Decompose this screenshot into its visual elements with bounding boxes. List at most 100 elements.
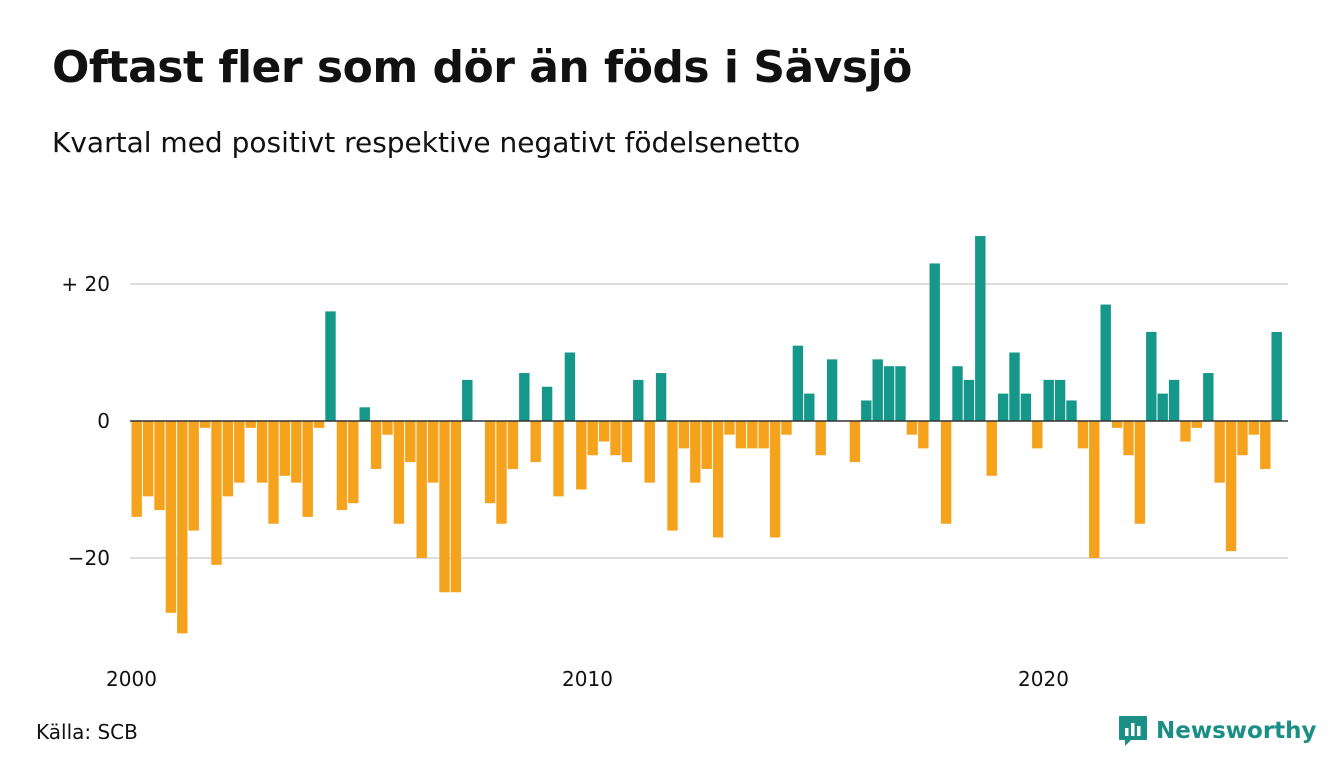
bar xyxy=(188,421,199,531)
chart-subtitle: Kvartal med positivt respektive negativt… xyxy=(52,126,801,159)
bar xyxy=(541,386,553,421)
source-note: Källa: SCB xyxy=(36,720,138,744)
bar xyxy=(872,359,883,421)
bar xyxy=(439,421,450,593)
bar xyxy=(1009,352,1020,421)
bar xyxy=(359,407,370,421)
bar xyxy=(1237,421,1248,456)
bar xyxy=(621,421,633,463)
bar xyxy=(1157,393,1168,421)
bar xyxy=(883,366,895,421)
bar xyxy=(724,421,735,435)
bar xyxy=(256,421,268,483)
bar xyxy=(804,393,815,421)
bar xyxy=(1225,421,1237,552)
bar xyxy=(393,421,405,524)
y-tick-label: + 20 xyxy=(61,272,110,296)
bar xyxy=(997,393,1009,421)
bar xyxy=(325,311,336,421)
bar xyxy=(655,373,667,421)
bar xyxy=(712,421,724,538)
bars xyxy=(131,236,1282,634)
bar xyxy=(279,421,291,476)
bar xyxy=(405,421,416,463)
bar xyxy=(199,421,211,428)
bar xyxy=(667,421,678,531)
bar xyxy=(587,421,598,456)
bar xyxy=(553,421,564,497)
x-tick-label: 2010 xyxy=(562,667,613,691)
bar xyxy=(735,421,747,449)
bar xyxy=(1066,400,1077,421)
bar xyxy=(849,421,861,463)
bar xyxy=(496,421,507,524)
bar xyxy=(1180,421,1191,442)
bar xyxy=(1032,421,1043,449)
bar xyxy=(929,263,940,421)
bar xyxy=(644,421,655,483)
bar xyxy=(154,421,165,511)
bar xyxy=(1054,379,1066,421)
bar xyxy=(918,421,929,449)
bar xyxy=(302,421,313,517)
bar xyxy=(564,352,576,421)
bar-chart: + 20 0 −20 2000 2010 2020 xyxy=(61,236,1288,691)
bar xyxy=(222,421,234,497)
bar xyxy=(678,421,690,449)
bar xyxy=(1191,421,1203,428)
bar xyxy=(450,421,462,593)
bar xyxy=(1111,421,1123,428)
bar xyxy=(348,421,359,504)
bar xyxy=(792,345,804,421)
bar xyxy=(781,421,792,435)
y-axis-tick-labels: + 20 0 −20 xyxy=(61,272,110,570)
bar xyxy=(758,421,769,449)
bar xyxy=(1100,304,1111,421)
bar xyxy=(576,421,587,490)
bar xyxy=(769,421,781,538)
bar xyxy=(462,379,473,421)
bar xyxy=(177,421,188,634)
bar xyxy=(1146,331,1157,421)
bar xyxy=(610,421,621,456)
bar xyxy=(1089,421,1100,558)
bar xyxy=(1168,379,1180,421)
bar xyxy=(1214,421,1225,483)
bar xyxy=(245,421,256,428)
bar xyxy=(895,366,906,421)
bar xyxy=(382,421,393,435)
bar xyxy=(986,421,997,476)
bar xyxy=(1271,331,1282,421)
bar xyxy=(861,400,872,421)
bar xyxy=(826,359,838,421)
bar xyxy=(165,421,177,613)
bar xyxy=(313,421,325,428)
x-tick-label: 2000 xyxy=(106,667,157,691)
bar xyxy=(952,366,963,421)
bar xyxy=(701,421,712,469)
bar xyxy=(1203,373,1214,421)
bar xyxy=(519,373,530,421)
bar xyxy=(1134,421,1146,524)
bar xyxy=(633,379,644,421)
x-axis-tick-labels: 2000 2010 2020 xyxy=(106,667,1069,691)
newsworthy-logo-icon xyxy=(1119,716,1147,746)
bar xyxy=(507,421,519,469)
bar xyxy=(131,421,142,517)
bar xyxy=(598,421,610,442)
bar xyxy=(234,421,245,483)
bar xyxy=(747,421,758,449)
bar xyxy=(336,421,348,511)
y-tick-label: 0 xyxy=(97,409,110,433)
bar xyxy=(416,421,427,558)
bar xyxy=(1020,393,1032,421)
bar xyxy=(370,421,382,469)
bar xyxy=(1043,379,1054,421)
x-tick-label: 2020 xyxy=(1018,667,1069,691)
bar xyxy=(690,421,701,483)
brand-logo: Newsworthy xyxy=(1118,714,1317,748)
bar xyxy=(268,421,279,524)
bar xyxy=(1260,421,1271,469)
brand-name: Newsworthy xyxy=(1156,718,1317,744)
bar xyxy=(906,421,918,435)
